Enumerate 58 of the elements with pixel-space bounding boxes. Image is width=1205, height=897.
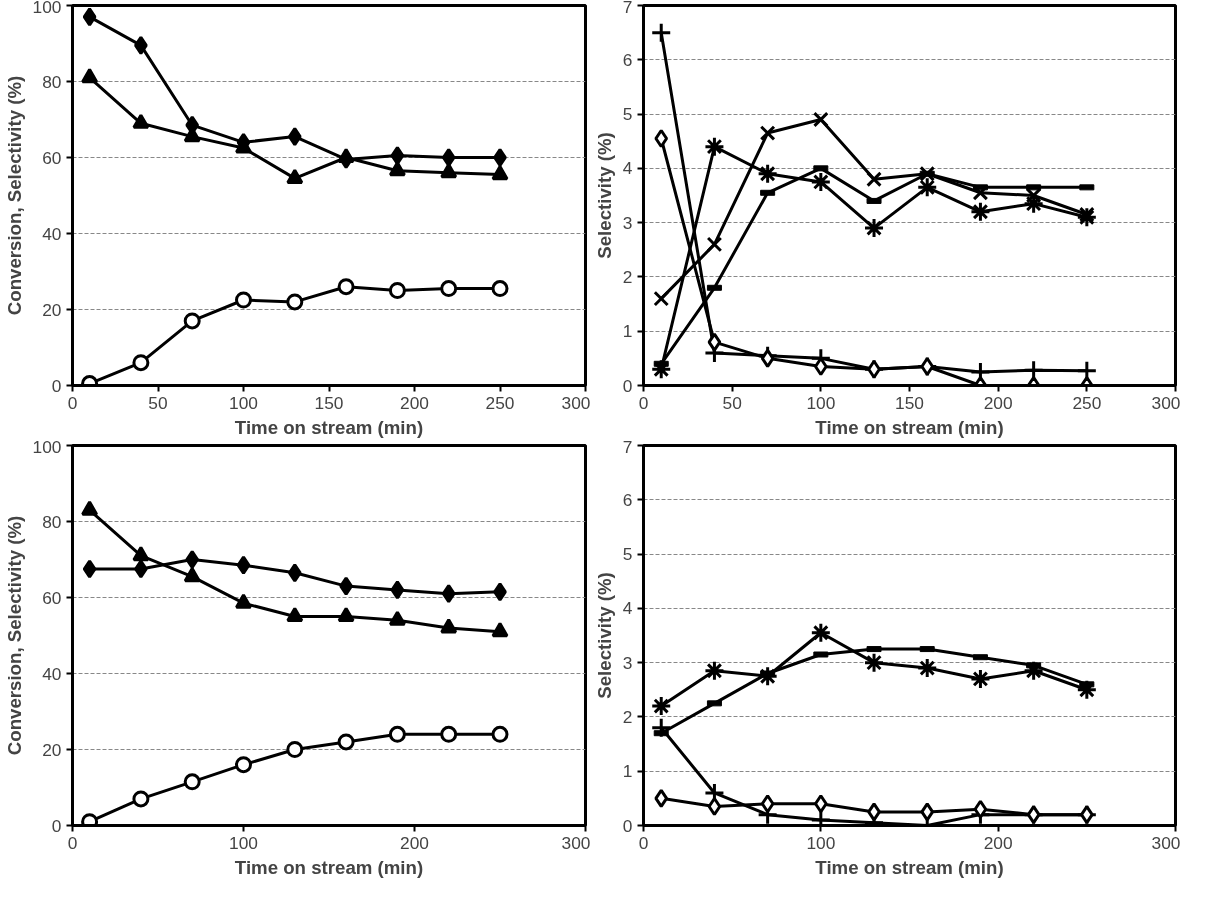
y-tick-label: 0 [51,375,62,396]
x-tick-label: 0 [638,392,649,413]
y-tick-label: 80 [42,71,62,92]
x-tick-label: 0 [638,832,649,853]
y-tick-label: 4 [622,598,633,619]
y-tick-label: 1 [622,761,633,782]
x-axis-title: Time on stream (min) [815,856,1004,878]
y-tick-label: 3 [622,212,633,233]
y-tick-label: 2 [622,266,633,287]
y-axis-title: Conversion, Selectivity (%) [3,515,25,756]
y-tick-label: 5 [622,104,633,125]
x-tick-label: 100 [229,392,258,413]
y-tick-label: 60 [42,147,62,168]
x-tick-label: 300 [1151,832,1181,853]
x-tick-label: 250 [1072,392,1102,413]
x-tick-label: 200 [983,832,1013,853]
x-tick-label: 0 [67,392,78,413]
y-axis-title: Selectivity (%) [593,572,615,699]
x-axis-title: Time on stream (min) [815,416,1004,438]
x-tick-label: 300 [561,832,591,853]
x-tick-label: 50 [148,392,168,413]
x-axis-title: Time on stream (min) [234,416,424,438]
x-tick-label: 250 [485,392,515,413]
y-tick-label: 100 [32,0,62,17]
x-tick-label: 150 [895,392,924,413]
y-tick-label: 5 [622,544,633,565]
x-tick-label: 100 [806,832,836,853]
y-tick-label: 0 [51,815,62,836]
y-tick-label: 60 [42,587,62,608]
y-tick-label: 6 [622,489,633,510]
y-tick-label: 0 [622,375,633,396]
y-tick-label: 4 [622,158,633,179]
y-axis-title: Conversion, Selectivity (%) [3,75,25,316]
x-tick-label: 300 [1151,392,1181,413]
x-tick-label: 300 [561,392,591,413]
x-tick-label: 200 [400,832,429,853]
y-tick-label: 20 [42,299,62,320]
y-tick-label: 20 [42,739,62,760]
y-tick-label: 7 [622,436,633,457]
x-tick-label: 50 [722,392,742,413]
x-tick-label: 150 [314,392,344,413]
y-tick-label: 40 [42,223,62,244]
y-tick-label: 3 [622,652,633,673]
y-tick-label: 2 [622,706,633,727]
x-tick-label: 200 [983,392,1013,413]
y-axis-title: Selectivity (%) [593,132,615,259]
y-tick-label: 40 [42,663,62,684]
y-tick-label: 80 [42,511,62,532]
y-tick-label: 7 [622,0,633,17]
x-tick-label: 0 [67,832,78,853]
y-tick-label: 6 [622,49,633,70]
y-tick-label: 1 [622,321,633,342]
y-tick-label: 0 [622,815,633,836]
x-tick-label: 100 [229,832,258,853]
x-axis-title: Time on stream (min) [234,856,424,878]
x-tick-label: 200 [400,392,429,413]
x-tick-label: 100 [806,392,836,413]
y-tick-label: 100 [32,436,62,457]
